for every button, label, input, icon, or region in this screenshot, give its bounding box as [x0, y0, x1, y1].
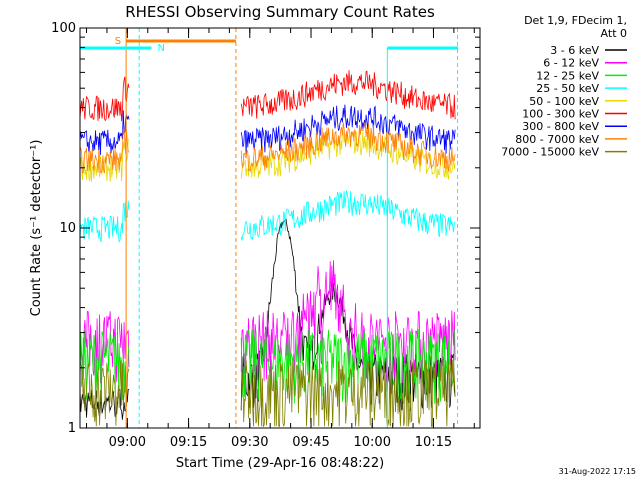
series-layer — [79, 70, 456, 428]
series-line-3 — [79, 200, 130, 243]
legend-entry-label: 25 - 50 keV — [536, 82, 599, 95]
series-line-3 — [240, 190, 456, 241]
series-line-1 — [240, 260, 456, 383]
overlay-layer: SN — [80, 28, 459, 428]
y-tick-label: 1 — [68, 421, 76, 436]
x-tick-label: 09:00 — [109, 435, 146, 450]
legend-entry-label: 800 - 7000 keV — [515, 133, 599, 146]
y-axis-label: Count Rate (s⁻¹ detector⁻¹) — [29, 140, 44, 317]
series-line-5 — [240, 70, 456, 120]
series-line-5 — [79, 76, 130, 122]
series-line-7 — [240, 122, 456, 173]
legend-entry-label: 50 - 100 keV — [529, 95, 599, 108]
legend-entry-label: 12 - 25 keV — [536, 69, 599, 82]
x-tick-label: 09:15 — [170, 435, 207, 450]
chart-title: RHESSI Observing Summary Count Rates — [125, 3, 435, 21]
saa-flag-label: S — [115, 36, 121, 47]
legend-entry-label: 3 - 6 keV — [550, 44, 599, 57]
series-line-8 — [79, 360, 130, 427]
x-tick-label: 09:30 — [231, 435, 268, 450]
series-line-6 — [79, 110, 130, 155]
x-tick-label: 09:45 — [292, 435, 329, 450]
series-line-0 — [79, 388, 130, 420]
series-line-1 — [79, 311, 130, 384]
series-line-6 — [240, 104, 456, 155]
y-tick-label: 10 — [59, 221, 76, 236]
x-tick-label: 10:15 — [415, 435, 452, 450]
legend-entry-label: 6 - 12 keV — [543, 57, 599, 70]
x-tick-label: 10:00 — [354, 435, 391, 450]
legend-header-line-2: Att 0 — [601, 27, 627, 40]
legend-header-line-1: Det 1,9, FDecim 1, — [524, 14, 627, 27]
timestamp-annotation: 31-Aug-2022 17:15 — [559, 467, 636, 476]
legend-entry-label: 7000 - 15000 keV — [501, 146, 599, 159]
x-axis: 09:00 09:15 09:30 09:45 10:00 10:15 — [86, 28, 475, 450]
night-flag-label: N — [158, 43, 165, 54]
x-axis-label: Start Time (29-Apr-16 08:48:22) — [176, 456, 384, 471]
legend-entry-label: 100 - 300 keV — [522, 108, 599, 121]
series-line-7 — [79, 128, 130, 174]
series-line-4 — [240, 129, 456, 180]
series-line-8 — [240, 359, 456, 428]
y-axis: 1 10 100 — [51, 21, 480, 436]
y-tick-label: 100 — [51, 21, 76, 36]
legend-entry-label: 300 - 800 keV — [522, 120, 599, 133]
